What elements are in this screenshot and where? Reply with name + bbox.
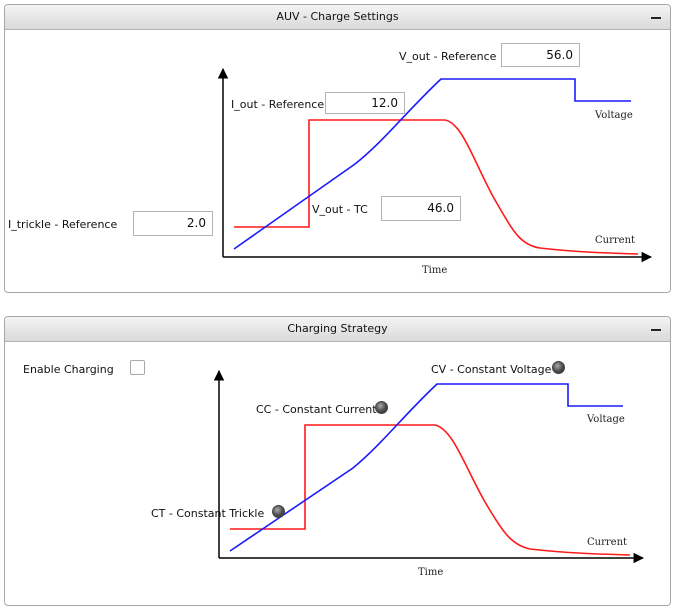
v-out-tc-input[interactable]: 46.0 [381,196,461,221]
voltage-curve [229,383,623,552]
strategy-profile-diagram: Voltage Current Time [213,369,645,578]
cc-indicator-led [375,401,388,414]
current-curve [230,424,631,556]
i-out-reference-input[interactable]: 12.0 [325,92,405,114]
collapse-charge-settings-button[interactable] [650,11,662,23]
voltage-label: Voltage [594,110,633,121]
v-out-reference-input[interactable]: 56.0 [501,43,580,67]
cv-indicator-led [552,361,565,374]
time-label: Time [422,265,447,276]
i-trickle-reference-input[interactable]: 2.0 [133,211,213,236]
charging-strategy-title: Charging Strategy [287,322,388,335]
cv-indicator-label: CV - Constant Voltage [431,363,552,376]
current-curve [234,119,639,255]
ct-indicator-led [272,505,285,518]
time-label: Time [418,567,443,578]
voltage-label: Voltage [586,414,625,425]
charge-settings-title: AUV - Charge Settings [276,10,399,23]
ct-indicator-label: CT - Constant Trickle [151,507,265,520]
enable-charging-checkbox[interactable] [130,360,145,375]
collapse-charging-strategy-button[interactable] [650,323,662,335]
enable-charging-label: Enable Charging [23,363,114,376]
charging-strategy-panel: Charging Strategy Voltage Current Time E… [4,316,671,606]
i-out-reference-label: I_out - Reference [231,98,325,111]
current-label: Current [587,537,627,548]
v-out-reference-label: V_out - Reference [399,50,497,63]
voltage-curve [233,78,631,250]
charge-settings-panel: AUV - Charge Settings Voltage Current Ti… [4,4,671,293]
charge-settings-header: AUV - Charge Settings [5,5,670,30]
charge-profile-diagram: Voltage Current Time [217,67,653,276]
current-label: Current [595,235,635,246]
i-trickle-reference-label: I_trickle - Reference [8,218,118,231]
charging-strategy-header: Charging Strategy [5,317,670,342]
cc-indicator-label: CC - Constant Current [256,403,377,416]
v-out-tc-label: V_out - TC [312,203,368,216]
